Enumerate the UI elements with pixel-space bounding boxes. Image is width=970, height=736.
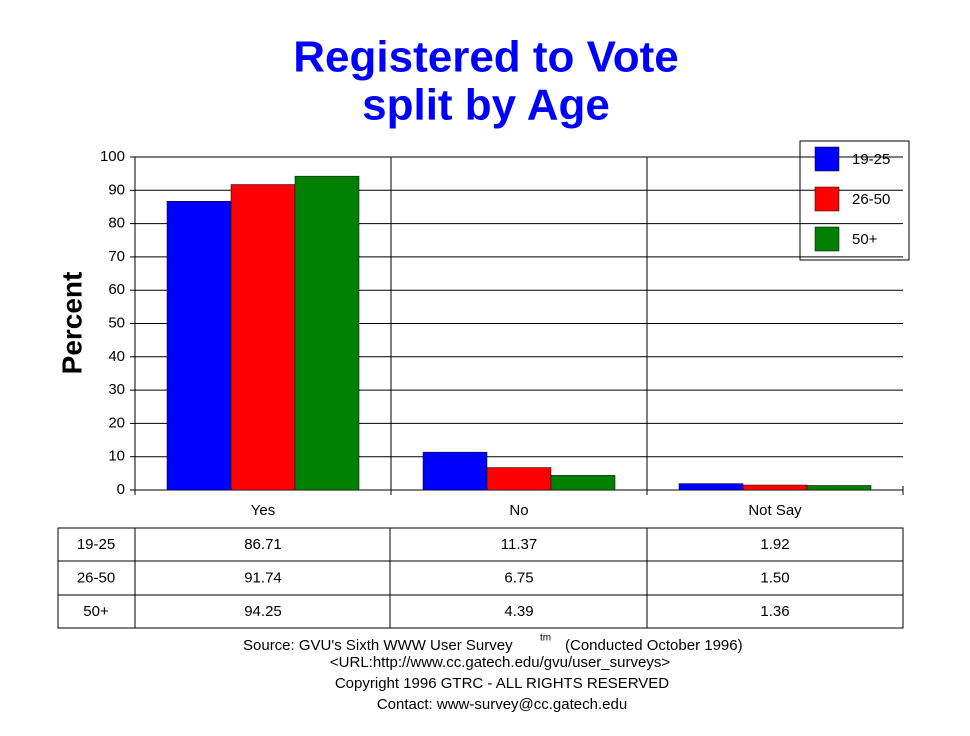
table-cell: 86.71	[244, 536, 282, 553]
y-axis-label: Percent	[56, 272, 87, 375]
y-tick-label: 70	[108, 248, 125, 265]
chart-subtitle: split by Age	[362, 81, 610, 130]
table-frame	[57, 527, 904, 629]
bar	[550, 475, 616, 491]
y-tick-label: 80	[108, 215, 125, 232]
y-tick-label: 20	[108, 414, 125, 431]
table-cell: 1.36	[760, 603, 789, 620]
footer-conducted: (Conducted October 1996)	[565, 637, 743, 654]
footer-copyright: Copyright 1996 GTRC - ALL RIGHTS RESERVE…	[335, 675, 669, 692]
table-row-label: 26-50	[77, 569, 115, 586]
table-row-label: 50+	[83, 603, 109, 620]
bar	[294, 175, 360, 491]
y-tick-label: 10	[108, 448, 125, 465]
legend-label: 26-50	[852, 191, 890, 208]
legend-swatch	[814, 146, 840, 172]
table-cell: 91.74	[244, 569, 282, 586]
y-tick-label: 50	[108, 314, 125, 331]
bar	[486, 467, 552, 491]
bar	[230, 184, 296, 491]
y-tick-label: 40	[108, 348, 125, 365]
bar	[742, 484, 808, 491]
footer-url: <URL:http://www.cc.gatech.edu/gvu/user_s…	[330, 654, 670, 671]
footer-contact: Contact: www-survey@cc.gatech.edu	[377, 696, 627, 713]
chart-title: Registered to Vote	[293, 33, 678, 82]
table-cell: 11.37	[501, 536, 537, 553]
bar	[422, 451, 488, 491]
table-cell: 94.25	[244, 603, 282, 620]
table-cell: 1.92	[760, 536, 789, 553]
legend-swatch	[814, 186, 840, 212]
table-cell: 6.75	[504, 569, 533, 586]
legend-label: 19-25	[852, 151, 890, 168]
x-tick-label: Not Say	[748, 502, 802, 519]
table-row-label: 19-25	[77, 536, 115, 553]
bar	[678, 483, 744, 491]
y-tick-label: 90	[108, 181, 125, 198]
footer-trademark: tm	[540, 633, 551, 644]
footer-source: Source: GVU's Sixth WWW User Survey	[243, 637, 513, 654]
y-tick-label: 60	[108, 281, 125, 298]
table-cell: 4.39	[504, 603, 533, 620]
bar	[166, 201, 232, 491]
x-tick-label: Yes	[251, 502, 275, 519]
y-tick-label: 0	[117, 481, 125, 498]
table-cell: 1.50	[760, 569, 789, 586]
bar	[806, 485, 872, 491]
x-tick-label: No	[509, 502, 528, 519]
legend-label: 50+	[852, 231, 878, 248]
y-tick-label: 30	[108, 381, 125, 398]
legend-swatch	[814, 226, 840, 252]
y-tick-label: 100	[100, 148, 125, 165]
